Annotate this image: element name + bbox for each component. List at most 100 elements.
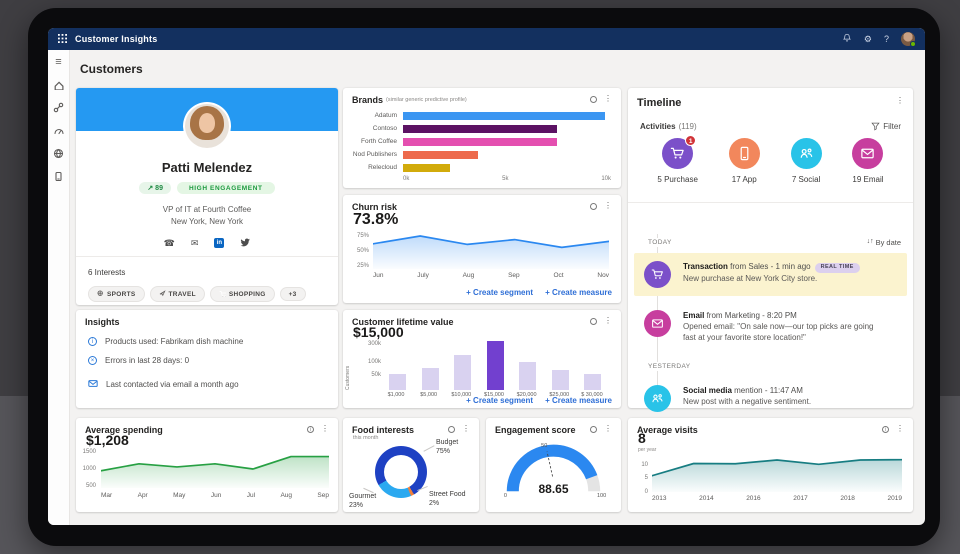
customer-name: Patti Melendez (161, 160, 253, 175)
activity-summary-email[interactable]: 19 Email (852, 138, 884, 184)
clock-icon[interactable] (448, 425, 455, 433)
x-tick: $20,000 (516, 392, 537, 398)
x-tick: $25,000 (549, 392, 570, 398)
interest-tag[interactable]: +3 (279, 287, 306, 301)
brand-label: Nod Publishers (352, 151, 397, 158)
gear-icon[interactable]: ⚙ (863, 33, 872, 44)
entities-icon[interactable] (53, 171, 64, 182)
clv-bar-chart (389, 340, 601, 390)
info-icon[interactable]: i (307, 425, 314, 433)
kebab-menu-icon[interactable]: ⋮ (462, 424, 470, 433)
help-icon[interactable]: ? (883, 33, 889, 44)
y-tick: 50% (356, 248, 369, 254)
filter-button[interactable]: Filter (871, 122, 901, 131)
visits-area-chart (652, 454, 902, 492)
spending-title: Average spending (85, 425, 163, 435)
user-avatar[interactable] (901, 32, 916, 47)
x-tick: May (173, 492, 186, 499)
status-dot (910, 41, 916, 47)
sort-arrows-icon: ↓↑ (866, 238, 874, 245)
svg-text:50: 50 (541, 443, 547, 449)
clock-icon[interactable] (590, 425, 597, 433)
timeline-item-body: Email from Marketing - 8:20 PM Opened ema… (683, 310, 883, 344)
customer-role: VP of IT at Fourth Coffee (162, 205, 252, 214)
sort-by-date-button[interactable]: ↓↑ By date (867, 238, 901, 247)
insight-text: Products used: Fabrikam dish machine (105, 337, 244, 346)
measures-icon[interactable] (53, 125, 64, 136)
info-icon[interactable]: i (882, 425, 889, 433)
kebab-menu-icon[interactable]: ⋮ (896, 424, 904, 433)
y-tick: 1500 (82, 448, 96, 455)
divider (76, 256, 338, 257)
info-circle-icon: i (88, 337, 97, 346)
brand-bar (403, 124, 557, 133)
kebab-menu-icon[interactable]: ⋮ (604, 201, 612, 210)
create-segment-link[interactable]: + Create segment (466, 288, 534, 297)
kebab-menu-icon[interactable]: ⋮ (321, 424, 329, 433)
interests-count: 6 Interests (88, 268, 126, 277)
x-tick: 2013 (652, 495, 667, 502)
svg-text:88.65: 88.65 (538, 482, 568, 496)
brand-row: Adatum (343, 109, 621, 122)
mail-icon[interactable]: ✉ (190, 237, 199, 248)
spending-value: $1,208 (86, 432, 129, 448)
create-measure-link[interactable]: + Create measure (545, 288, 612, 297)
create-measure-link[interactable]: + Create measure (545, 396, 612, 405)
interest-tag[interactable]: TRAVEL (149, 286, 205, 302)
clock-icon[interactable] (590, 95, 597, 103)
activities-label: Activities (640, 122, 676, 131)
app-title: Customer Insights (75, 34, 158, 44)
insights-card: Insights i Products used: Fabrikam dish m… (76, 310, 338, 408)
activity-summary-social[interactable]: 7 Social (790, 138, 822, 184)
mail-outline-icon (88, 375, 98, 393)
spending-area-chart (101, 450, 329, 488)
tablet-frame: Customer Insights ⚙ ? ≡ Customers Patti … (28, 8, 940, 546)
food-subtitle: this month (353, 435, 379, 441)
twitter-icon[interactable] (240, 234, 251, 252)
waffle-menu-icon[interactable] (58, 30, 67, 48)
timeline-item[interactable]: Email from Marketing - 8:20 PM Opened ema… (634, 302, 907, 352)
brands-title: Brands (352, 95, 384, 105)
clock-icon[interactable] (590, 317, 597, 325)
top-navbar: Customer Insights ⚙ ? (48, 28, 925, 50)
kebab-menu-icon[interactable]: ⋮ (604, 424, 612, 433)
linkedin-icon[interactable]: in (214, 238, 225, 248)
bell-icon[interactable] (842, 33, 852, 45)
slice-label: Budget (436, 439, 459, 446)
interest-tag[interactable]: SHOPPING (209, 286, 275, 302)
create-segment-link[interactable]: + Create segment (466, 396, 534, 405)
activity-summary-app[interactable]: 17 App (728, 138, 760, 184)
enrichment-globe-icon[interactable] (53, 148, 64, 159)
x-tick: Mar (101, 492, 113, 499)
brand-row: Relecloud (343, 161, 621, 174)
clock-icon[interactable] (590, 202, 597, 210)
shopping-cart-icon (219, 290, 229, 299)
mobile-app-icon (728, 138, 760, 169)
segments-icon[interactable] (53, 102, 64, 113)
hamburger-menu-icon[interactable]: ≡ (55, 55, 62, 68)
customer-profile-card: Patti Melendez ↗ 89 HIGH ENGAGEMENT VP o… (76, 88, 338, 305)
timeline-item[interactable]: Social media mention - 11:47 AM New post … (634, 377, 907, 420)
engagement-badge: HIGH ENGAGEMENT (176, 182, 275, 194)
kebab-menu-icon[interactable]: ⋮ (604, 94, 612, 103)
shopping-cart-icon: 1 (662, 135, 697, 169)
error-circle-icon: × (88, 356, 97, 365)
slice-label: Street Food (429, 491, 466, 498)
slice-pct: 75% (436, 448, 451, 456)
brand-row: Nod Publishers (343, 148, 621, 161)
timeline-item-desc: New purchase at New York City store. (683, 274, 818, 284)
x-tick: Apr (137, 492, 148, 499)
home-icon[interactable] (53, 79, 64, 90)
timeline-item[interactable]: Transaction from Sales - 1 min ago REAL T… (634, 253, 907, 296)
phone-icon[interactable]: ☎ (163, 237, 175, 248)
y-tick: 10 (641, 461, 648, 468)
interest-tag[interactable]: SPORTS (88, 286, 145, 302)
timeline-group-label-row: TODAY ↓↑ By date (628, 238, 913, 247)
insights-title: Insights (85, 317, 120, 327)
y-tick: 500 (85, 483, 96, 490)
y-tick: 25% (356, 263, 369, 269)
activity-summary-purchase[interactable]: 1 5 Purchase (657, 135, 698, 184)
svg-text:0: 0 (504, 493, 507, 499)
kebab-menu-icon[interactable]: ⋮ (604, 316, 612, 325)
kebab-menu-icon[interactable]: ⋮ (896, 96, 904, 105)
